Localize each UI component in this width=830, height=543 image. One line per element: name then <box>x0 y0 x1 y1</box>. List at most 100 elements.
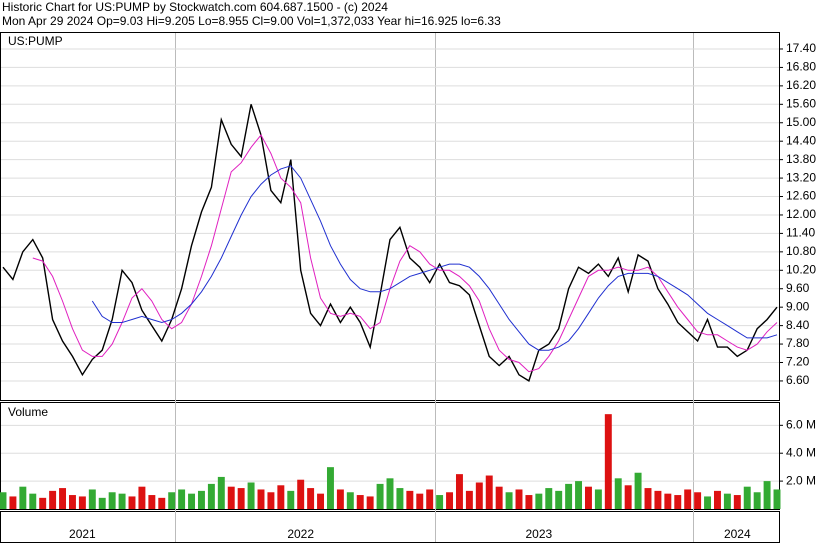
volume-bar <box>59 488 67 509</box>
volume-bar <box>0 492 7 509</box>
volume-bar <box>317 493 325 509</box>
volume-bar <box>654 490 662 509</box>
chart-title: Historic Chart for US:PUMP by Stockwatch… <box>2 0 388 14</box>
price-line <box>2 104 778 382</box>
x-tick-label: 2023 <box>525 527 552 541</box>
volume-bar <box>684 489 692 509</box>
volume-bar <box>9 496 17 509</box>
x-tick-label: 2024 <box>724 527 751 541</box>
volume-bar <box>436 495 444 509</box>
volume-bar <box>426 489 434 509</box>
y-tick-label: 8.40 <box>786 318 810 332</box>
volume-bar <box>128 496 136 509</box>
volume-bar <box>525 495 533 509</box>
volume-bar <box>575 481 583 509</box>
volume-bar <box>704 496 712 509</box>
volume-bar <box>197 490 205 509</box>
volume-bar <box>336 489 344 509</box>
y-tick-label: 4.0 M <box>786 445 816 459</box>
volume-bar <box>446 492 454 509</box>
y-tick-label: 10.20 <box>786 262 816 276</box>
chart-subtitle: Mon Apr 29 2024 Op=9.03 Hi=9.205 Lo=8.95… <box>2 14 501 28</box>
year-separators <box>175 33 694 542</box>
volume-bar <box>346 492 354 509</box>
volume-bar <box>475 482 483 509</box>
panel-label: US:PUMP <box>8 34 63 48</box>
volume-bar <box>634 472 642 509</box>
y-tick-label: 16.80 <box>786 60 816 74</box>
volume-bar <box>664 493 672 509</box>
volume-bar <box>227 486 235 509</box>
volume-bar <box>584 486 592 509</box>
volume-bar <box>356 495 364 509</box>
y-tick-label: 2.0 M <box>786 473 816 487</box>
price-panel <box>0 32 780 401</box>
volume-bar <box>604 414 612 509</box>
volume-bar <box>515 489 523 509</box>
y-tick-label: 11.40 <box>786 226 815 240</box>
y-tick-label: 7.80 <box>786 336 810 350</box>
y-tick-label: 16.20 <box>786 78 816 92</box>
y-tick-label: 13.20 <box>786 170 816 184</box>
moving-average <box>91 165 778 351</box>
volume-bar <box>247 482 255 509</box>
y-tick-label: 17.40 <box>786 41 816 55</box>
volume-bar <box>624 485 632 509</box>
volume-bar <box>29 493 37 509</box>
volume-bar <box>19 486 27 509</box>
x-tick-label: 2021 <box>69 527 96 541</box>
volume-bar <box>39 497 47 509</box>
volume-label: Volume <box>8 405 48 419</box>
volume-bar <box>455 474 463 509</box>
volume-bar <box>267 492 275 509</box>
volume-bar <box>376 483 384 509</box>
volume-bar <box>178 489 186 509</box>
y-tick-label: 13.80 <box>786 152 816 166</box>
volume-bar <box>108 492 116 509</box>
y-tick-label: 9.00 <box>786 299 810 313</box>
volume-bar <box>88 489 96 509</box>
moving-average <box>32 134 778 373</box>
y-tick-label: 12.00 <box>786 207 816 221</box>
volume-bar <box>465 490 473 509</box>
volume-bar <box>713 490 721 509</box>
volume-bar <box>118 493 126 509</box>
volume-bar <box>98 497 106 509</box>
y-tick-label: 6.0 M <box>786 417 816 431</box>
volume-bar <box>78 496 86 509</box>
volume-panel <box>0 402 780 510</box>
volume-bar <box>723 493 731 509</box>
y-tick-label: 12.60 <box>786 189 816 203</box>
y-tick-label: 10.80 <box>786 244 816 258</box>
volume-bar <box>555 490 563 509</box>
volume-bar <box>485 475 493 509</box>
volume-bar <box>207 483 215 509</box>
volume-bar <box>287 490 295 509</box>
volume-bar <box>68 495 76 509</box>
volume-bar <box>158 497 166 509</box>
volume-bar <box>307 488 315 509</box>
volume-bar <box>545 488 553 509</box>
volume-bar <box>406 490 414 509</box>
y-tick-label: 9.60 <box>786 281 810 295</box>
volume-bar <box>168 492 176 509</box>
volume-bar <box>674 495 682 509</box>
volume-bar <box>565 483 573 509</box>
volume-bar <box>644 488 652 509</box>
volume-bar <box>416 493 424 509</box>
volume-bar <box>49 490 57 509</box>
volume-bar <box>773 489 781 509</box>
volume-bar <box>237 488 245 509</box>
volume-bar <box>505 492 513 509</box>
volume-bar <box>217 476 225 509</box>
volume-bar <box>694 492 702 509</box>
volume-bar <box>495 486 503 509</box>
volume-bar <box>326 467 334 509</box>
volume-bar <box>594 489 602 509</box>
x-tick-label: 2022 <box>287 527 314 541</box>
volume-bar <box>188 493 196 509</box>
y-tick-label: 15.00 <box>786 115 816 129</box>
y-tick-label: 7.20 <box>786 355 810 369</box>
y-tick-label: 15.60 <box>786 96 816 110</box>
